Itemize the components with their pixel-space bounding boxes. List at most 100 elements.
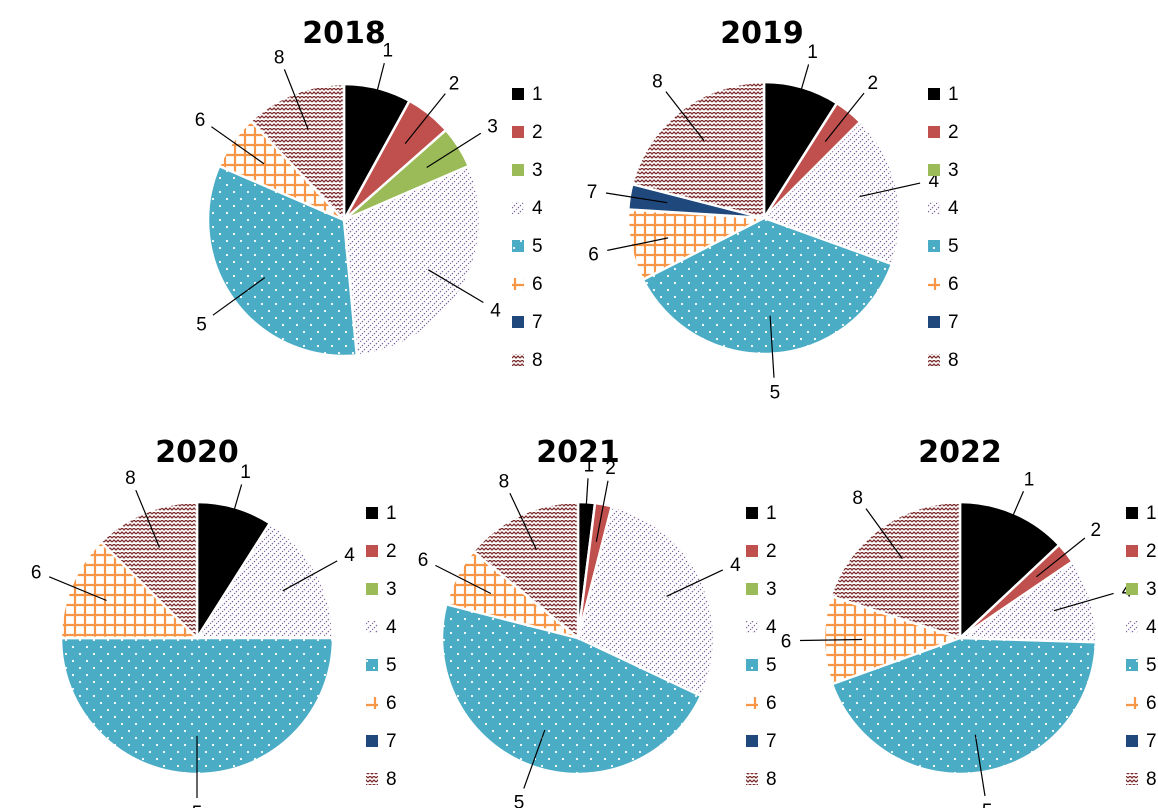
leader-line [1036,537,1086,578]
leader-line [998,490,1025,549]
legend-swatch-8 [928,354,940,366]
legend-swatch-3 [512,164,524,176]
chart-title: 2021 [536,435,620,470]
legend-swatch-3 [746,583,758,595]
legend-label: 4 [948,198,959,219]
legend: 1 2 3 4 5 6 7 8 [366,503,397,790]
slice-label: 2 [1091,520,1102,541]
slice-label: 2 [605,458,616,479]
legend-label: 6 [532,274,543,295]
leader-line [212,277,266,316]
legend-label: 8 [948,350,959,371]
legend-swatch-5 [512,240,524,252]
pie-chart-2020: 2020 1 4 5 6 8 1 2 3 4 5 6 7 8 [31,435,397,808]
legend-label: 5 [532,236,543,257]
legend-swatch-2 [1126,545,1138,557]
slice-label: 1 [584,455,595,476]
leader-line [824,92,865,142]
legend-swatch-7 [1126,735,1138,747]
legend-label: 8 [1146,769,1157,790]
slice-label: 6 [588,244,599,265]
legend-swatch-5 [746,659,758,671]
slice-label: 7 [587,182,598,203]
leader-line [282,560,338,592]
legend-swatch-6 [512,278,524,290]
legend-label: 3 [532,160,543,181]
slice-label: 6 [195,110,206,131]
leader-line [799,638,863,642]
legend-swatch-3 [928,164,940,176]
legend-label: 4 [386,617,397,638]
legend-swatch-8 [512,354,524,366]
slice-label: 4 [490,301,501,322]
legend-label: 3 [386,579,397,600]
leader-line [666,569,724,597]
slice-label: 4 [344,545,355,566]
legend-swatch-2 [366,545,378,557]
legend-label: 7 [386,731,397,752]
slice-label: 8 [652,72,663,93]
leader-line [435,564,492,595]
legend-swatch-1 [746,507,758,519]
legend-label: 4 [766,617,777,638]
legend-label: 5 [948,236,959,257]
leader-line [974,734,986,797]
legend-label: 2 [948,122,959,143]
pie-chart-2018: 2018 1 2 3 4 5 6 8 1 2 3 4 5 6 7 8 [195,16,543,371]
slice-label: 5 [192,803,203,808]
slice-label: 5 [982,801,993,808]
leader-line [283,69,309,130]
legend-swatch-4 [928,202,940,214]
legend-label: 5 [386,655,397,676]
legend-swatch-2 [512,126,524,138]
legend-swatch-7 [746,735,758,747]
legend-swatch-8 [366,773,378,785]
leader-line [865,508,903,560]
leader-line [595,480,609,542]
leader-line [523,729,546,789]
legend-swatch-5 [366,659,378,671]
legend: 1 2 3 4 5 6 7 8 [512,84,543,371]
legend-label: 8 [386,769,397,790]
leader-line [509,492,537,550]
leader-line [367,62,385,126]
chart-title: 2019 [720,16,804,51]
legend-label: 1 [532,84,543,105]
legend-swatch-3 [1126,583,1138,595]
legend-label: 8 [766,769,777,790]
legend-label: 3 [948,160,959,181]
leader-line [859,182,921,198]
legend-swatch-5 [928,240,940,252]
slice-label: 2 [868,73,879,94]
slice-label: 6 [418,550,429,571]
legend-swatch-7 [928,316,940,328]
legend-swatch-2 [928,126,940,138]
slice-label: 8 [274,47,285,68]
legend-label: 8 [532,350,543,371]
slice-label: 4 [730,555,741,576]
legend: 1 2 3 4 5 6 7 8 [1126,503,1157,790]
legend-swatch-7 [512,316,524,328]
legend-label: 2 [1146,541,1157,562]
legend-label: 3 [766,579,777,600]
legend-label: 2 [532,122,543,143]
slice-label: 4 [929,171,940,192]
legend-swatch-6 [366,697,378,709]
slice-label: 1 [383,41,394,62]
legend-label: 7 [948,312,959,333]
legend-swatch-4 [366,621,378,633]
legend-label: 2 [386,541,397,562]
legend-label: 1 [1146,503,1157,524]
legend: 1 2 3 4 5 6 7 8 [746,503,777,790]
legend-label: 6 [948,274,959,295]
legend-swatch-1 [928,88,940,100]
leader-line [48,576,107,602]
leader-line [665,91,705,141]
legend-swatch-6 [746,697,758,709]
legend-swatch-1 [1126,507,1138,519]
pie-chart-2022: 2022 1 2 4 5 6 8 1 2 3 4 5 6 7 8 [781,435,1157,808]
legend-label: 6 [766,693,777,714]
